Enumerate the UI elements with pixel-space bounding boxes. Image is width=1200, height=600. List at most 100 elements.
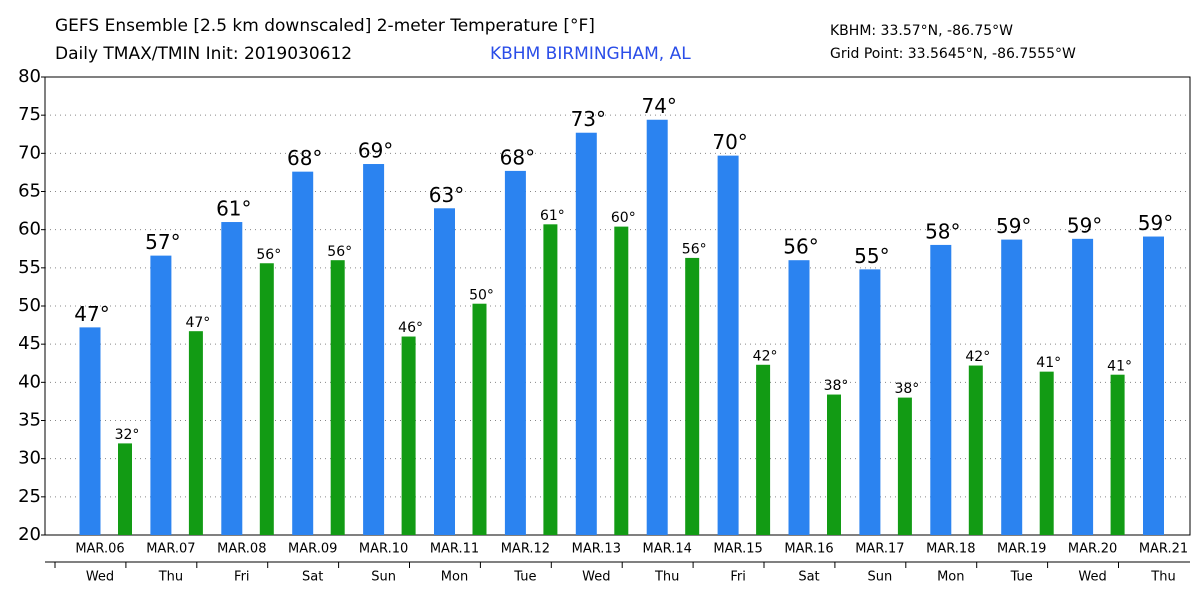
bar xyxy=(363,164,385,535)
y-tick-label: 65 xyxy=(18,181,41,202)
bar xyxy=(330,260,345,535)
value-label: 68° xyxy=(500,145,535,169)
value-label: 41° xyxy=(1107,358,1132,374)
value-label: 46° xyxy=(398,320,423,336)
x-tick-label: MAR.13 xyxy=(572,542,621,557)
value-label: 47° xyxy=(185,315,210,331)
y-tick-label: 35 xyxy=(18,410,41,431)
weekday-label: Mon xyxy=(441,570,468,585)
y-tick-label: 20 xyxy=(18,524,41,545)
bar xyxy=(575,132,597,535)
value-label: 56° xyxy=(327,244,352,260)
chart-title: GEFS Ensemble [2.5 km downscaled] 2-mete… xyxy=(55,16,595,36)
weekday-label: Fri xyxy=(234,570,250,585)
bar xyxy=(1039,371,1054,535)
bar xyxy=(788,260,810,535)
x-tick-label: MAR.17 xyxy=(855,542,904,557)
value-label: 60° xyxy=(611,210,636,226)
bar xyxy=(717,155,739,535)
value-label: 59° xyxy=(1138,211,1173,235)
value-label: 56° xyxy=(682,242,707,258)
weekday-label: Wed xyxy=(86,570,114,585)
x-tick-label: MAR.18 xyxy=(926,542,975,557)
x-tick-label: MAR.10 xyxy=(359,542,408,557)
x-tick-label: MAR.15 xyxy=(713,542,762,557)
y-tick-label: 75 xyxy=(18,104,41,125)
x-tick-label: MAR.11 xyxy=(430,542,479,557)
weekday-label: Thu xyxy=(1150,570,1175,585)
weekday-label: Sun xyxy=(868,570,893,585)
value-label: 57° xyxy=(145,230,180,254)
x-tick-label: MAR.06 xyxy=(75,542,124,557)
bar xyxy=(859,269,881,535)
x-tick-label: MAR.08 xyxy=(217,542,266,557)
value-label: 63° xyxy=(429,183,464,207)
bar xyxy=(685,257,700,535)
bar xyxy=(756,364,771,535)
bar xyxy=(968,365,983,535)
bar xyxy=(118,443,132,535)
bar xyxy=(504,170,526,535)
value-label: 38° xyxy=(824,378,849,394)
location: KBHM BIRMINGHAM, AL xyxy=(490,44,691,64)
bar xyxy=(1143,236,1164,535)
y-tick-label: 25 xyxy=(18,486,41,507)
weekday-label: Mon xyxy=(937,570,964,585)
bar xyxy=(646,119,668,535)
grid-point: Grid Point: 33.5645°N, -86.7555°W xyxy=(830,46,1076,62)
bar xyxy=(1072,238,1094,535)
y-tick-label: 50 xyxy=(18,295,41,316)
y-tick-label: 55 xyxy=(18,257,41,278)
value-label: 59° xyxy=(996,214,1031,238)
y-tick-label: 70 xyxy=(18,142,41,163)
weekday-label: Thu xyxy=(654,570,679,585)
y-tick-label: 80 xyxy=(18,66,41,87)
weekday-label: Thu xyxy=(158,570,183,585)
x-tick-label: MAR.12 xyxy=(501,542,550,557)
y-tick-label: 30 xyxy=(18,448,41,469)
bar xyxy=(1110,374,1125,535)
value-label: 42° xyxy=(753,348,778,364)
value-label: 47° xyxy=(74,302,109,326)
value-label: 42° xyxy=(965,349,990,365)
y-tick-label: 45 xyxy=(18,333,41,354)
value-label: 41° xyxy=(1036,355,1061,371)
chart-subtitle: Daily TMAX/TMIN Init: 2019030612 xyxy=(55,44,352,64)
bar xyxy=(188,331,203,535)
bar xyxy=(472,303,487,535)
bar xyxy=(221,222,243,536)
bar xyxy=(614,226,629,535)
x-tick-label: MAR.21 xyxy=(1139,542,1188,557)
value-label: 74° xyxy=(641,94,676,118)
bar xyxy=(401,336,416,535)
x-tick-label: MAR.19 xyxy=(997,542,1046,557)
weekday-label: Sun xyxy=(371,570,396,585)
bar xyxy=(292,171,314,536)
weekday-label: Fri xyxy=(730,570,746,585)
bar xyxy=(827,394,841,535)
bar xyxy=(434,208,455,535)
weekday-label: Wed xyxy=(1078,570,1106,585)
value-label: 38° xyxy=(894,381,919,397)
bar xyxy=(79,327,101,535)
x-tick-label: MAR.07 xyxy=(146,542,195,557)
weekday-label: Tue xyxy=(1010,570,1033,585)
value-label: 69° xyxy=(358,139,393,163)
value-label: 61° xyxy=(216,197,251,221)
x-tick-label: MAR.14 xyxy=(643,542,692,557)
station: KBHM: 33.57°N, -86.75°W xyxy=(830,23,1013,39)
bar xyxy=(259,263,274,535)
value-label: 61° xyxy=(540,208,565,224)
y-tick-label: 40 xyxy=(18,371,41,392)
bar xyxy=(543,224,558,535)
value-label: 58° xyxy=(925,219,960,243)
x-tick-label: MAR.09 xyxy=(288,542,337,557)
bar xyxy=(930,244,952,535)
weekday-label: Tue xyxy=(513,570,536,585)
weekday-label: Sat xyxy=(302,570,323,585)
weekday-label: Wed xyxy=(582,570,610,585)
value-label: 50° xyxy=(469,287,494,303)
value-label: 56° xyxy=(783,235,818,259)
bar xyxy=(897,397,912,535)
